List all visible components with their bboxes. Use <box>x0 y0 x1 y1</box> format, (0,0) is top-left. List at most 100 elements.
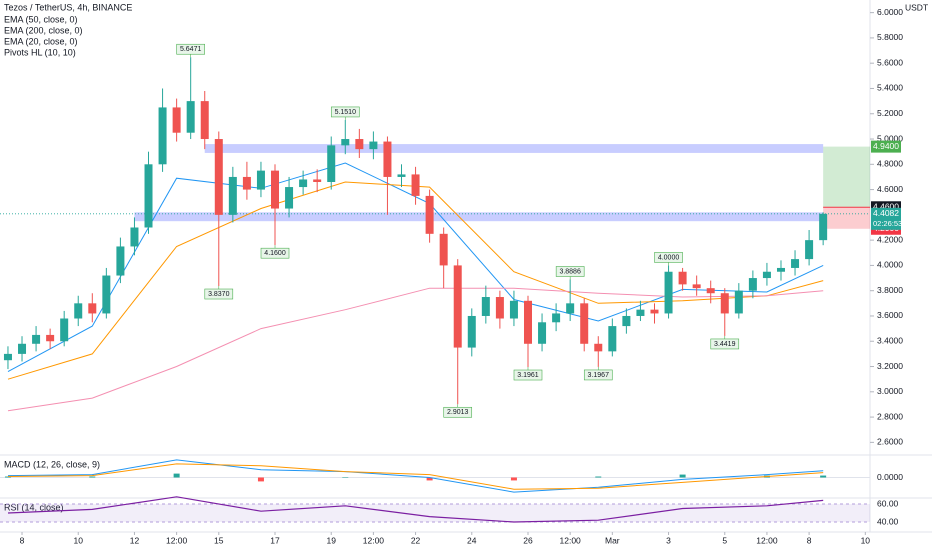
x-tick-label: 8 <box>807 535 812 545</box>
pivot-label: 3.1961 <box>517 372 539 379</box>
candle-body <box>299 179 308 188</box>
price-tag <box>871 140 901 153</box>
candle-body <box>748 278 757 291</box>
pivot-box <box>204 288 234 300</box>
candle-body <box>411 174 420 196</box>
candle-body <box>495 297 504 319</box>
candle-body <box>60 318 69 342</box>
x-tick-label: 12 <box>130 535 140 545</box>
candle-body <box>313 179 322 182</box>
candle-body <box>692 284 701 289</box>
y-tick-label: 5.8000 <box>877 32 903 42</box>
rsi-line <box>7 496 824 523</box>
y-tick-label: 3.4000 <box>877 336 903 346</box>
candle-body <box>74 303 83 319</box>
x-tick-label: 19 <box>326 535 336 545</box>
x-tick-label: 12:00 <box>560 535 582 545</box>
pivot-label: 3.8370 <box>208 291 230 298</box>
macd-histogram <box>257 477 264 482</box>
candle-body <box>594 343 603 352</box>
candle-body <box>819 213 828 241</box>
y-tick-label: 4.6000 <box>877 184 903 194</box>
macd-line <box>7 459 824 493</box>
x-tick-label: Mar <box>605 535 620 545</box>
x-tick-label: 22 <box>411 535 421 545</box>
macd-histogram <box>173 473 180 478</box>
candle-body <box>327 145 336 182</box>
y-tick-label: 6.0000 <box>877 7 903 17</box>
candle-body <box>256 170 265 190</box>
zone <box>204 144 824 153</box>
candle-body <box>18 343 27 354</box>
candle-body <box>130 227 139 247</box>
macd-histogram <box>820 475 827 478</box>
x-tick-label: 17 <box>270 535 280 545</box>
macd-title: MACD (12, 26, close, 9) <box>4 459 100 469</box>
candle-body <box>762 271 771 279</box>
y-tick-label: 5.4000 <box>877 83 903 93</box>
candle-body <box>706 288 715 294</box>
candle-body <box>383 141 392 177</box>
y-tick-label: 2.8000 <box>877 411 903 421</box>
candle-body <box>144 164 153 228</box>
macd-histogram <box>510 477 517 481</box>
macd-histogram <box>679 474 686 478</box>
candle-body <box>552 313 561 323</box>
candle-body <box>214 139 223 215</box>
indicator-label: EMA (200, close, 0) <box>4 25 83 35</box>
candle-body <box>397 174 406 177</box>
price-tag <box>871 207 901 230</box>
candle-body <box>271 170 280 209</box>
x-tick-label: 15 <box>214 535 224 545</box>
candle-body <box>523 300 532 344</box>
candle-body <box>172 107 181 133</box>
indicator-label: EMA (20, close, 0) <box>4 36 78 46</box>
y-tick-label: 3.2000 <box>877 361 903 371</box>
candle-body <box>720 293 729 314</box>
pivot-label: 3.8886 <box>559 268 581 275</box>
pivot-label: 2.9013 <box>447 409 469 416</box>
candle-body <box>538 322 547 344</box>
x-tick-label: 10 <box>861 535 871 545</box>
macd-histogram <box>595 476 602 478</box>
pivot-box <box>654 252 683 263</box>
countdown: 02:26:53 <box>873 219 902 228</box>
x-tick-label: 26 <box>523 535 533 545</box>
candle-body <box>453 265 462 348</box>
candle-body <box>805 240 814 260</box>
pivot-box <box>583 369 613 381</box>
rsi-band <box>0 504 870 522</box>
candle-body <box>46 334 55 342</box>
pivot-label: 3.1967 <box>588 372 610 379</box>
indicator-label: EMA (50, close, 0) <box>4 14 78 24</box>
rsi-tick-label: 60.00 <box>877 498 899 508</box>
candle-body <box>734 290 743 314</box>
y-tick-label: 5.2000 <box>877 108 903 118</box>
candle-body <box>186 101 195 133</box>
candle-body <box>622 315 631 327</box>
candle-body <box>88 303 97 314</box>
pivot-label: 4.0000 <box>658 254 680 261</box>
x-tick-label: 8 <box>20 535 25 545</box>
candle-body <box>200 101 209 140</box>
x-tick-label: 12:00 <box>166 535 188 545</box>
candle-body <box>509 300 518 319</box>
macd-histogram <box>426 477 433 481</box>
x-tick-label: 12:00 <box>363 535 385 545</box>
macd-histogram <box>4 476 11 478</box>
pivot-label: 5.1510 <box>335 109 357 116</box>
indicator-label: Pivots HL (10, 10) <box>4 47 76 57</box>
candle-body <box>664 271 673 314</box>
candle-body <box>439 233 448 266</box>
x-tick-label: 24 <box>467 535 477 545</box>
y-tick-label: 3.8000 <box>877 285 903 295</box>
x-tick-label: 12:00 <box>756 535 778 545</box>
candle-body <box>678 271 687 285</box>
macd-histogram <box>89 476 96 478</box>
candle-body <box>116 246 125 276</box>
target-zone <box>823 146 870 208</box>
y-tick-label: 4.2000 <box>877 234 903 244</box>
chart-title: Tezos / TetherUS, 4h, BINANCE <box>4 2 132 12</box>
candle-body <box>242 176 251 190</box>
pivot-label: 4.1600 <box>264 250 286 257</box>
